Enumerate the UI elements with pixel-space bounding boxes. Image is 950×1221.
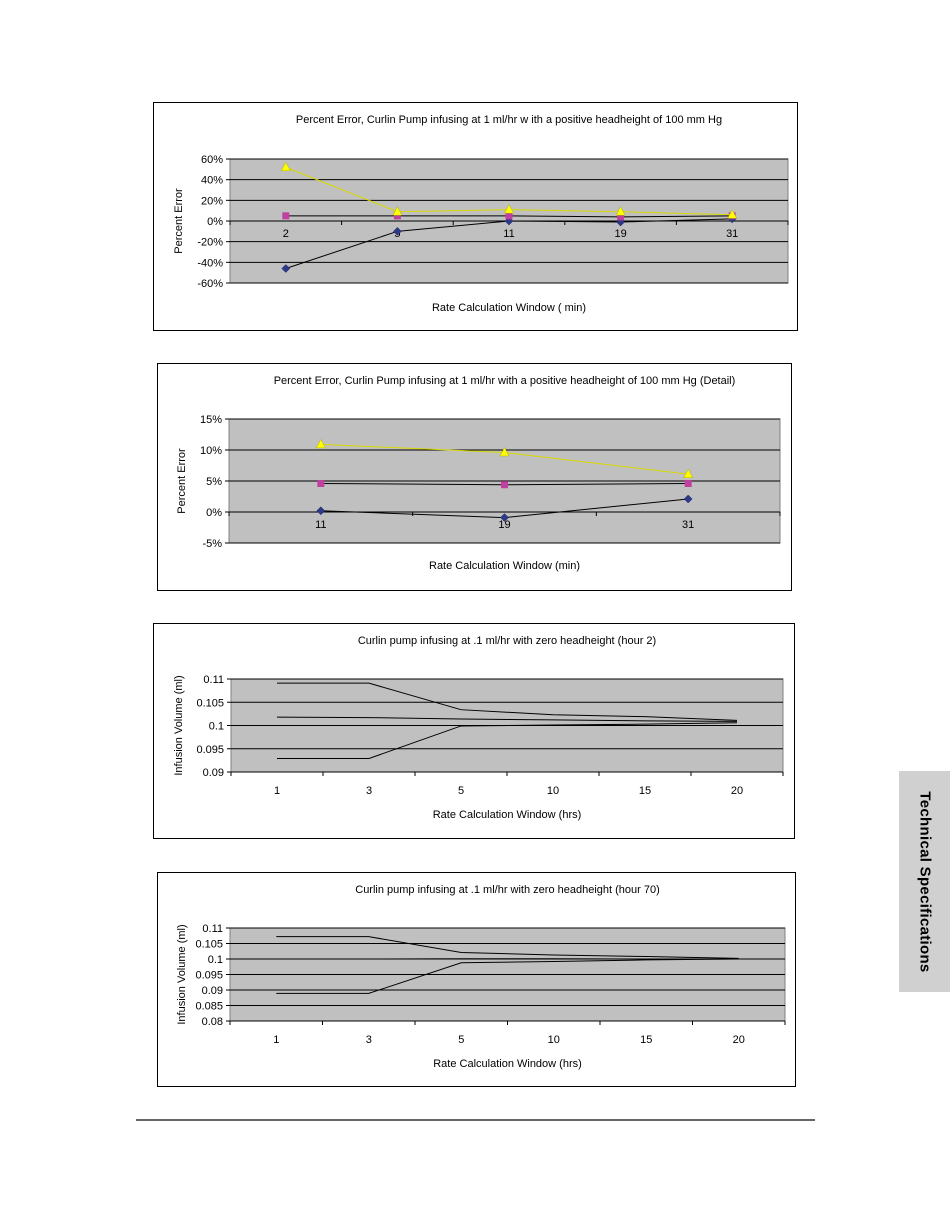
chart-infusion-hour-2: Curlin pump infusing at .1 ml/hr with ze… — [153, 623, 795, 839]
series-line — [277, 682, 738, 721]
x-tick-label: 5 — [458, 785, 464, 797]
data-point — [505, 212, 513, 220]
footer-rule — [136, 1119, 815, 1121]
x-tick-label: 5 — [458, 1034, 464, 1046]
x-tick-label: 3 — [366, 1034, 372, 1046]
x-tick-label: 11 — [503, 228, 514, 240]
x-axis-label: Rate Calculation Window ( min) — [432, 302, 586, 314]
data-point — [317, 479, 325, 487]
data-point — [727, 209, 738, 219]
y-tick-label: 0.105 — [195, 939, 223, 951]
y-axis-label: Percent Error — [176, 448, 188, 514]
data-point — [393, 226, 402, 236]
y-tick-label: 0.11 — [202, 923, 223, 935]
y-tick-label: 15% — [200, 414, 222, 426]
x-tick-label: 19 — [614, 228, 626, 240]
data-point — [683, 468, 694, 478]
chart-svg-1: Percent Error, Curlin Pump infusing at 1… — [173, 114, 789, 314]
chart-svg-3: Curlin pump infusing at .1 ml/hr with ze… — [173, 635, 784, 821]
chart-title: Percent Error, Curlin Pump infusing at 1… — [274, 375, 736, 387]
data-point — [282, 212, 290, 220]
series-line — [276, 936, 739, 959]
y-tick-label: 0.11 — [203, 674, 224, 686]
y-tick-label: -5% — [202, 538, 222, 550]
x-tick-label: 31 — [682, 519, 694, 531]
chart-svg-2: Percent Error, Curlin Pump infusing at 1… — [176, 375, 781, 572]
data-point — [684, 479, 692, 487]
y-axis-label: Infusion Volume (ml) — [176, 924, 188, 1024]
y-tick-label: 0.08 — [202, 1016, 223, 1028]
x-tick-label: 20 — [733, 1034, 745, 1046]
data-point — [315, 438, 326, 449]
chart-infusion-hour-70: Curlin pump infusing at .1 ml/hr with ze… — [157, 872, 796, 1087]
y-tick-label: -20% — [197, 237, 223, 249]
x-axis-label: Rate Calculation Window (hrs) — [433, 1058, 582, 1070]
data-point — [504, 204, 514, 214]
data-point — [280, 161, 291, 172]
chart-percent-error-detail: Percent Error, Curlin Pump infusing at 1… — [157, 363, 792, 591]
series-line — [276, 958, 739, 994]
y-tick-label: 0.085 — [195, 1001, 223, 1013]
y-tick-label: 0.1 — [209, 721, 224, 733]
y-tick-label: 0.09 — [203, 767, 224, 779]
x-tick-label: 10 — [548, 1034, 560, 1046]
x-tick-label: 31 — [726, 228, 738, 240]
chart-svg-4: Curlin pump infusing at .1 ml/hr with ze… — [176, 884, 786, 1070]
data-point — [281, 264, 291, 273]
data-point — [393, 212, 401, 220]
y-tick-label: 0.105 — [196, 697, 224, 709]
data-point — [500, 513, 509, 522]
y-tick-label: 0% — [207, 216, 223, 228]
y-tick-label: 0.095 — [196, 744, 224, 756]
x-tick-label: 1 — [274, 785, 280, 797]
y-tick-label: 60% — [201, 154, 223, 166]
side-tab[interactable]: Technical Specifications — [899, 771, 950, 992]
data-point — [683, 494, 693, 504]
data-point — [615, 206, 626, 216]
x-tick-label: 20 — [731, 785, 743, 797]
y-tick-label: 5% — [206, 476, 222, 488]
y-tick-label: 0% — [206, 507, 222, 519]
y-axis-label: Infusion Volume (ml) — [173, 675, 185, 775]
y-tick-label: 0.095 — [195, 970, 223, 982]
x-axis-label: Rate Calculation Window (hrs) — [433, 809, 582, 821]
chart-percent-error: Percent Error, Curlin Pump infusing at 1… — [153, 102, 798, 331]
y-tick-label: 40% — [201, 175, 223, 187]
series-line — [276, 716, 738, 722]
x-axis-label: Rate Calculation Window (min) — [429, 560, 580, 572]
data-point — [499, 446, 510, 457]
y-tick-label: -40% — [197, 257, 223, 269]
y-tick-label: 0.1 — [208, 954, 223, 966]
y-tick-label: 0.09 — [202, 985, 223, 997]
chart-title: Percent Error, Curlin Pump infusing at 1… — [296, 114, 722, 126]
series-line — [277, 722, 738, 760]
x-tick-label: 15 — [639, 785, 651, 797]
x-tick-label: 1 — [273, 1034, 279, 1046]
y-tick-label: 20% — [201, 195, 223, 207]
y-tick-label: -60% — [197, 278, 223, 290]
chart-title: Curlin pump infusing at .1 ml/hr with ze… — [358, 635, 656, 647]
y-axis-label: Percent Error — [173, 188, 185, 254]
data-point — [316, 506, 326, 516]
x-tick-label: 10 — [547, 785, 559, 797]
x-tick-label: 19 — [498, 519, 510, 531]
x-tick-label: 11 — [315, 519, 326, 531]
x-tick-label: 3 — [366, 785, 372, 797]
side-tab-label: Technical Specifications — [916, 790, 933, 973]
y-tick-label: 10% — [200, 445, 222, 457]
x-tick-label: 2 — [283, 228, 289, 240]
data-point — [392, 206, 403, 216]
data-point — [501, 481, 508, 489]
chart-title: Curlin pump infusing at .1 ml/hr with ze… — [355, 884, 660, 896]
x-tick-label: 15 — [640, 1034, 652, 1046]
data-point — [617, 213, 625, 221]
